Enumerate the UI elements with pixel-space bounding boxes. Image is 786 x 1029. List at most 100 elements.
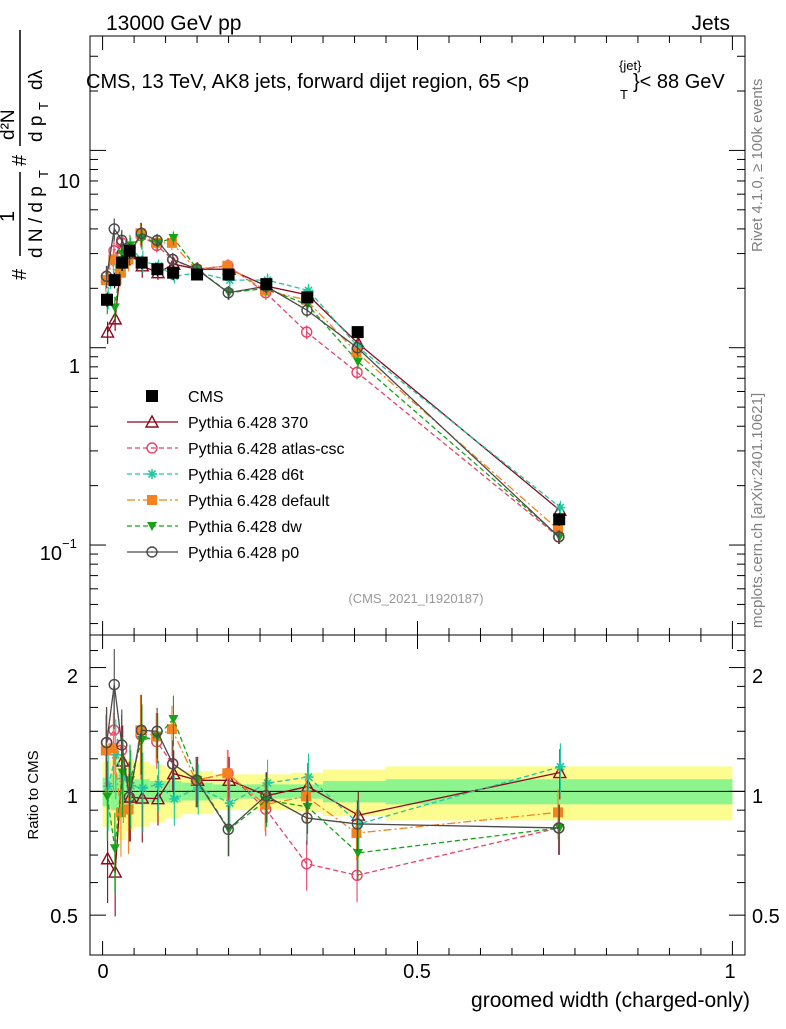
data-point	[151, 263, 164, 276]
data-point	[107, 311, 123, 325]
data-point	[146, 442, 158, 454]
legend-item: Pythia 6.428 d6t	[127, 467, 304, 484]
data-point	[116, 256, 129, 269]
data-point	[115, 267, 126, 278]
data-point	[553, 524, 564, 535]
data-point	[166, 237, 177, 248]
data-point	[222, 287, 234, 299]
data-point	[167, 758, 179, 770]
legend-label: Pythia 6.428 atlas-csc	[188, 441, 345, 458]
data-point	[555, 761, 566, 772]
ratio-ytick-05-left: 0.5	[50, 906, 78, 928]
data-point	[100, 745, 111, 756]
data-point	[300, 858, 313, 870]
series-line	[106, 237, 560, 538]
legend-item: Pythia 6.428 p0	[127, 545, 299, 562]
data-point	[153, 779, 164, 790]
data-point	[260, 278, 273, 291]
data-point	[301, 304, 313, 316]
main-ytick-10: 10	[58, 171, 80, 193]
xtick-1: 1	[724, 961, 735, 983]
data-point	[109, 844, 120, 854]
data-point	[168, 233, 179, 243]
data-point-stroke	[556, 762, 565, 771]
legend-label: CMS	[188, 389, 224, 406]
data-point	[102, 792, 113, 802]
data-point	[553, 531, 565, 543]
legend-label: Pythia 6.428 default	[188, 493, 330, 510]
data-point	[123, 254, 134, 265]
data-point	[100, 851, 115, 865]
data-point	[553, 822, 565, 834]
data-point	[108, 743, 119, 754]
data-point	[351, 342, 364, 354]
energy-label: 13000 GeV pp	[106, 12, 241, 35]
legend-label: Pythia 6.428 p0	[188, 545, 299, 562]
ratio-ytick-1-right: 1	[752, 786, 763, 808]
data-point	[223, 825, 234, 835]
data-point-stroke	[154, 780, 163, 789]
ratio-ytick-1-left: 1	[67, 786, 78, 808]
data-point	[260, 799, 271, 810]
main-ytick-0p1: 10	[40, 543, 62, 565]
data-point	[147, 522, 157, 531]
data-point	[135, 725, 146, 736]
legend-label: Pythia 6.428 370	[188, 415, 308, 432]
data-point-stroke	[170, 794, 179, 804]
axis-ticks	[90, 36, 745, 956]
data-point	[151, 234, 163, 247]
data-point	[108, 274, 121, 287]
data-point	[351, 869, 363, 881]
legend-item: CMS	[146, 389, 224, 406]
ratio-ytick-2-right: 2	[752, 666, 763, 688]
data-point	[137, 783, 148, 794]
data-point	[103, 781, 114, 792]
main-y-axis-label: # 1 d N / d p T # d²N d p T dλ	[0, 30, 51, 280]
data-point	[116, 739, 128, 751]
data-point	[150, 791, 166, 805]
legend-label: Pythia 6.428 dw	[188, 519, 302, 536]
legend-item: Pythia 6.428 atlas-csc	[127, 441, 345, 458]
data-point	[123, 804, 134, 815]
rivet-side-label: Rivet 4.1.0, ≥ 100k events	[749, 79, 766, 252]
xtick-0p5: 0.5	[403, 961, 431, 983]
data-point	[352, 357, 363, 367]
data-point	[108, 678, 120, 691]
data-point	[123, 791, 136, 803]
ylabel-d2n: d²N	[0, 109, 19, 140]
data-point	[260, 789, 272, 802]
ratio-y-axis-label: Ratio to CMS	[25, 750, 42, 839]
data-point	[351, 326, 364, 339]
data-point	[100, 324, 115, 338]
ylabel-dndpt: d N / d p	[26, 186, 47, 258]
mcplots-side-label: mcplots.cern.ch [arXiv:2401.10621]	[749, 393, 766, 628]
data-point	[552, 765, 567, 779]
data-point	[351, 366, 363, 379]
data-point	[302, 802, 313, 812]
data-point	[553, 807, 564, 818]
ylabel-one: 1	[0, 211, 19, 222]
data-point	[167, 253, 179, 266]
data-point	[191, 268, 204, 281]
legend-item: Pythia 6.428 default	[127, 493, 330, 510]
data-point	[100, 275, 111, 286]
data-point	[222, 260, 233, 271]
ylabel-sub-t1: T	[36, 170, 51, 178]
plot-title: CMS, 13 TeV, AK8 jets, forward dijet reg…	[86, 71, 529, 93]
data-point	[555, 502, 566, 513]
data-point	[168, 714, 179, 724]
data-point	[221, 772, 237, 787]
series-layer	[100, 218, 567, 917]
plot-title-sup: {jet}	[619, 58, 642, 73]
data-point	[123, 244, 136, 257]
plot-title-main: CMS, 13 TeV, AK8 jets, forward dijet reg…	[86, 71, 529, 93]
data-point	[222, 768, 233, 779]
data-point	[151, 725, 163, 737]
legend-item: Pythia 6.428 370	[127, 414, 308, 432]
data-point	[222, 823, 234, 836]
series-line	[107, 247, 561, 508]
ratio-ytick-2-left: 2	[67, 666, 78, 688]
ylabel-dlambda: dλ	[26, 69, 47, 90]
